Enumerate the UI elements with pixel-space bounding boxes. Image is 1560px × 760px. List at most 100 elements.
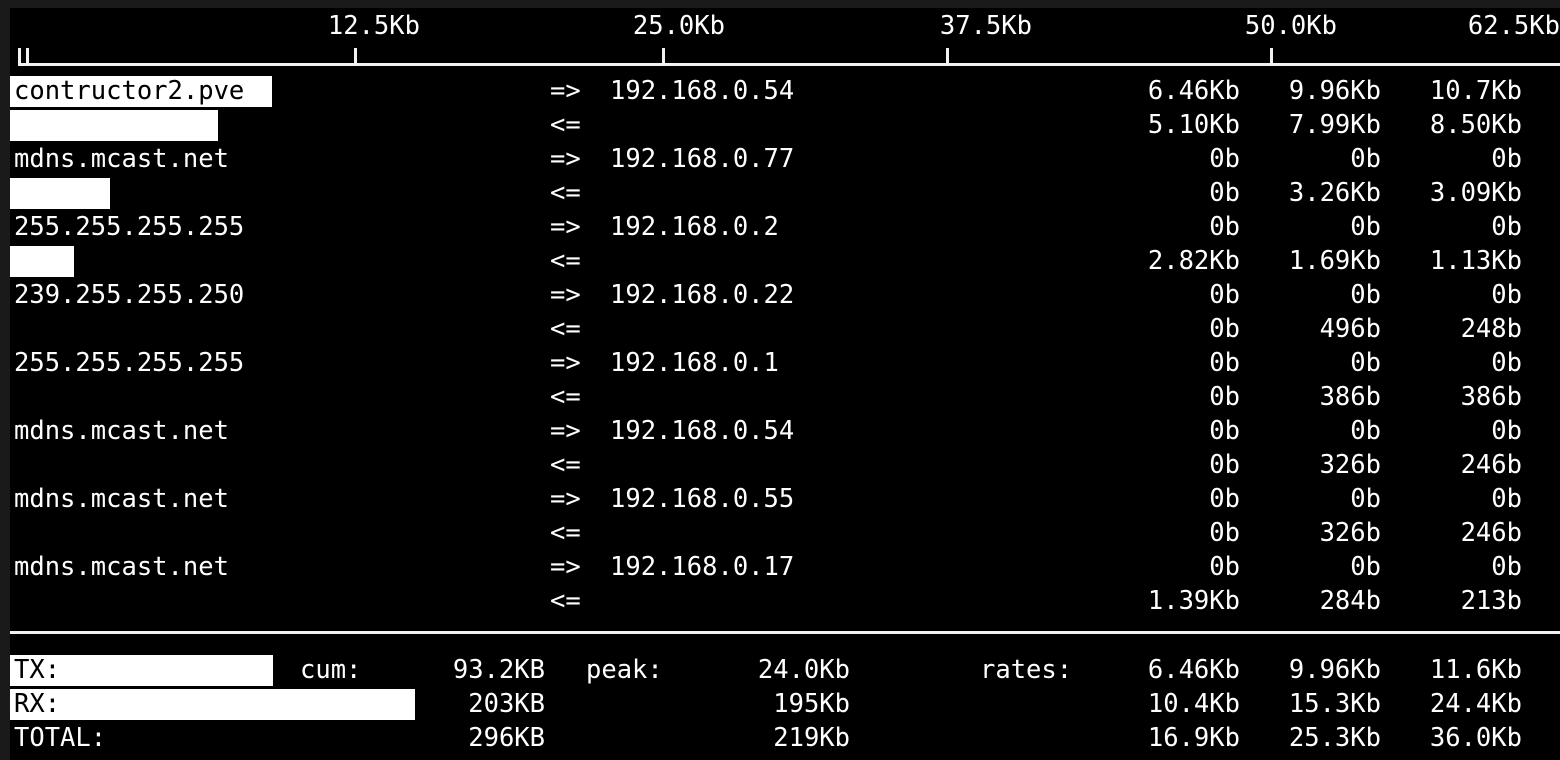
connection-row-tx: mdns.mcast.net 192.168.0.77 => 0b 0b 0b [10,142,1560,176]
summary-rate-2s: 16.9Kb [1147,723,1240,753]
rate-2s: 0b [1209,348,1240,378]
rate-40s: 213b [1460,586,1522,616]
rate-10s: 496b [1319,314,1381,344]
peer-address: 192.168.0.55 [610,484,795,514]
rate-40s: 248b [1460,314,1522,344]
direction-arrow-out: => [550,212,581,242]
rate-10s: 0b [1350,416,1381,446]
rx-traffic-bar [10,178,110,209]
axis-tick [26,48,29,66]
peer-address: 192.168.0.54 [610,416,795,446]
rate-40s: 0b [1491,484,1522,514]
direction-arrow-out: => [550,144,581,174]
scale-label: 12.5Kb [327,11,420,41]
summary-traffic-bar [10,655,273,686]
rate-40s: 8.50Kb [1429,110,1522,140]
rate-10s: 3.26Kb [1288,178,1381,208]
scale-labels: 12.5Kb 25.0Kb 37.5Kb 50.0Kb 62.5Kb [10,8,1560,44]
rate-10s: 0b [1350,348,1381,378]
connection-row-rx: <= 0b 326b 246b [10,448,1560,482]
direction-arrow-out: => [550,484,581,514]
connection-pair[interactable]: mdns.mcast.net 192.168.0.77 => 0b 0b 0b <= 0b 3.… [10,142,1560,210]
rate-2s: 0b [1209,552,1240,582]
rate-10s: 0b [1350,552,1381,582]
axis-tick [1270,48,1273,66]
rate-2s: 6.46Kb [1147,76,1240,106]
rate-10s: 0b [1350,212,1381,242]
connection-row-tx: 239.255.255.250 192.168.0.22 => 0b 0b 0b [10,278,1560,312]
rate-2s: 5.10Kb [1147,110,1240,140]
connection-row-tx: contructor2.pve 192.168.0.54 => 6.46Kb 9.96K… [10,74,1560,108]
direction-arrow-in: <= [550,586,581,616]
axis-tick [662,48,665,66]
peer-address: 192.168.0.54 [610,76,795,106]
connection-pair[interactable]: mdns.mcast.net 192.168.0.55 => 0b 0b 0b <= 0b 32… [10,482,1560,550]
peak-value: 24.0Kb [757,655,850,685]
peak-value: 195Kb [773,689,850,719]
summary-row: TX: cum: peak: rates: 93.2KB 24.0Kb 6.46Kb 9.96… [10,653,1560,687]
connection-row-tx: 255.255.255.255 192.168.0.1 => 0b 0b 0b [10,346,1560,380]
direction-arrow-in: <= [550,246,581,276]
rate-2s: 0b [1209,518,1240,548]
rx-traffic-bar [10,246,74,277]
scale-label: 37.5Kb [939,11,1032,41]
rate-10s: 284b [1319,586,1381,616]
scale-label: 50.0Kb [1244,11,1337,41]
peak-value: 219Kb [773,723,850,753]
rates-label: rates: [980,655,1073,685]
rate-2s: 1.39Kb [1147,586,1240,616]
connection-row-rx: <= 0b 3.26Kb 3.09Kb [10,176,1560,210]
summary-traffic-bar [10,689,415,720]
rate-10s: 7.99Kb [1288,110,1381,140]
host-name: contructor2.pve [14,76,245,106]
connection-pair[interactable]: 255.255.255.255 192.168.0.1 => 0b 0b 0b <= 0b 38… [10,346,1560,414]
summary-label: TOTAL: [14,723,107,753]
connection-row-tx: mdns.mcast.net 192.168.0.54 => 0b 0b 0b [10,414,1560,448]
host-name: mdns.mcast.net [14,552,229,582]
connection-row-rx: <= 0b 386b 386b [10,380,1560,414]
axis-tick-origin [18,48,21,66]
connection-pair[interactable]: mdns.mcast.net 192.168.0.17 => 0b 0b 0b <= 1.39… [10,550,1560,618]
connection-pair[interactable]: 255.255.255.255 192.168.0.2 => 0b 0b 0b <= 2.82… [10,210,1560,278]
connection-row-rx: <= 5.10Kb 7.99Kb 8.50Kb [10,108,1560,142]
summary-rate-40s: 11.6Kb [1429,655,1522,685]
connection-pair[interactable]: 239.255.255.250 192.168.0.22 => 0b 0b 0b <= 0b 4… [10,278,1560,346]
rate-10s: 326b [1319,450,1381,480]
rx-traffic-bar [10,110,218,141]
host-name: 255.255.255.255 [14,348,245,378]
direction-arrow-out: => [550,552,581,582]
scale-axis [18,46,1560,68]
rate-40s: 0b [1491,348,1522,378]
cumulative-value: 296KB [468,723,545,753]
rate-2s: 0b [1209,416,1240,446]
connection-pair[interactable]: mdns.mcast.net 192.168.0.54 => 0b 0b 0b <= 0b 32… [10,414,1560,482]
rate-10s: 0b [1350,280,1381,310]
connection-pair[interactable]: contructor2.pve 192.168.0.54 => 6.46Kb 9.96K… [10,74,1560,142]
summary-footer: TX: cum: peak: rates: 93.2KB 24.0Kb 6.46Kb 9.96… [10,653,1560,760]
direction-arrow-in: <= [550,518,581,548]
rate-40s: 1.13Kb [1429,246,1522,276]
cumulative-value: 203KB [468,689,545,719]
scale-label: 62.5Kb [1467,11,1560,41]
rate-2s: 2.82Kb [1147,246,1240,276]
summary-rate-10s: 25.3Kb [1288,723,1381,753]
rate-40s: 0b [1491,552,1522,582]
rate-2s: 0b [1209,144,1240,174]
cumulative-label: cum: [300,655,362,685]
footer-separator [10,631,1560,634]
peer-address: 192.168.0.77 [610,144,795,174]
summary-rate-40s: 36.0Kb [1429,723,1522,753]
connection-row-rx: <= 0b 326b 246b [10,516,1560,550]
rate-2s: 0b [1209,450,1240,480]
rate-40s: 246b [1460,518,1522,548]
rate-2s: 0b [1209,484,1240,514]
summary-rate-10s: 15.3Kb [1288,689,1381,719]
peer-address: 192.168.0.22 [610,280,795,310]
iftop-screen: 12.5Kb 25.0Kb 37.5Kb 50.0Kb 62.5Kb contructo… [10,8,1560,760]
rate-40s: 0b [1491,212,1522,242]
scale-label: 25.0Kb [632,11,725,41]
rate-40s: 0b [1491,280,1522,310]
axis-baseline [18,63,1560,66]
peer-address: 192.168.0.17 [610,552,795,582]
direction-arrow-in: <= [550,110,581,140]
